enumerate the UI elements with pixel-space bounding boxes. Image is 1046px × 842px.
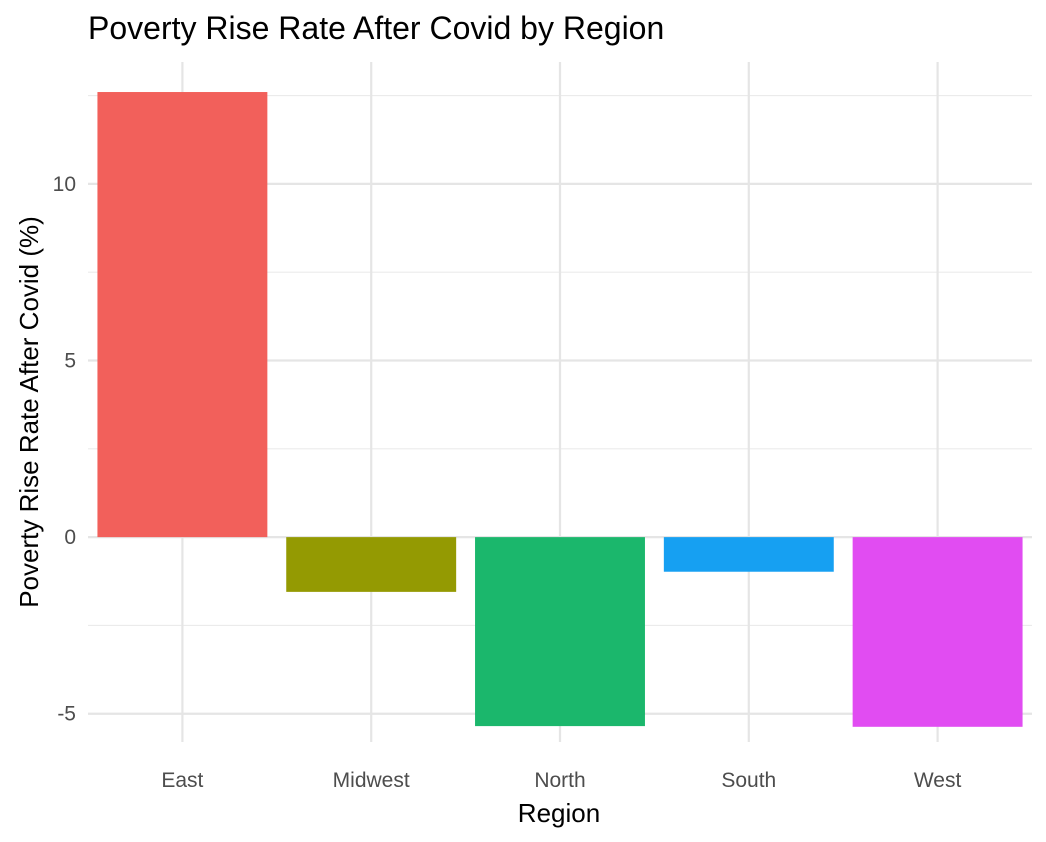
bar-north bbox=[475, 537, 645, 727]
y-tick-label: 0 bbox=[64, 526, 76, 549]
y-tick-label: 10 bbox=[53, 173, 76, 196]
x-tick-label: East bbox=[161, 769, 203, 792]
bar-south bbox=[663, 537, 834, 572]
bar-east bbox=[97, 92, 268, 538]
x-tick-label: Midwest bbox=[333, 769, 410, 792]
y-tick-label: 5 bbox=[64, 349, 76, 372]
bar-west bbox=[852, 537, 1023, 727]
chart-title: Poverty Rise Rate After Covid by Region bbox=[88, 10, 664, 46]
bars bbox=[97, 92, 1023, 727]
x-axis-ticks: East Midwest North South West bbox=[161, 769, 961, 792]
bar-midwest bbox=[286, 537, 457, 592]
x-tick-label: West bbox=[914, 769, 962, 792]
y-axis-ticks: -5 0 5 10 bbox=[53, 173, 76, 726]
y-tick-label: -5 bbox=[57, 703, 76, 726]
x-axis-title: Region bbox=[518, 798, 600, 828]
x-tick-label: South bbox=[721, 769, 776, 792]
y-axis-title: Poverty Rise Rate After Covid (%) bbox=[14, 216, 44, 608]
x-tick-label: North bbox=[534, 769, 585, 792]
